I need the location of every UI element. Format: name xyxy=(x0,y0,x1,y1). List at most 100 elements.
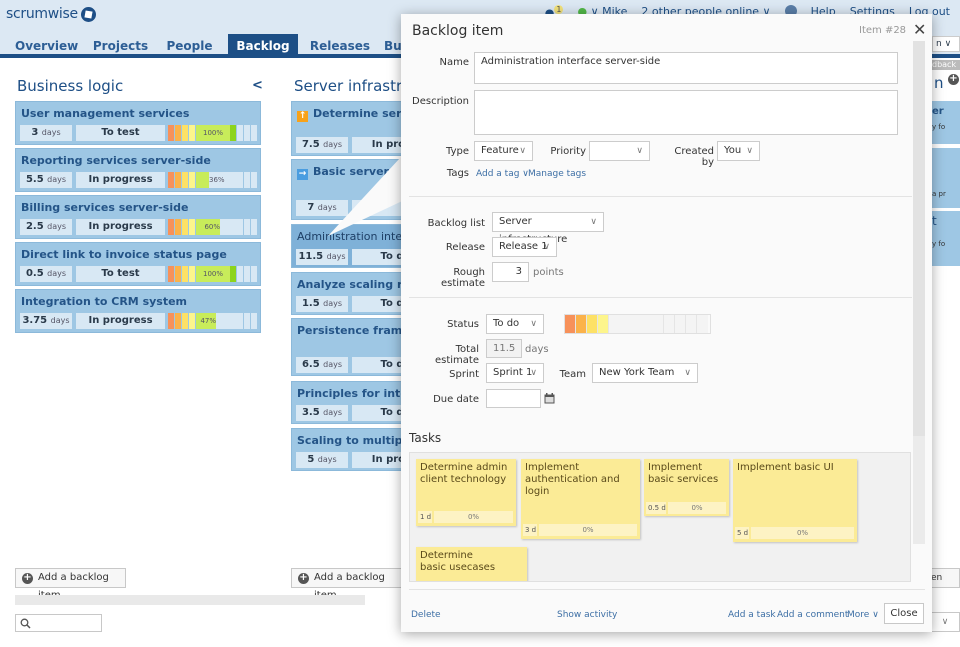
backlog-item[interactable]: Scaling to multiple serv 5 days In prog xyxy=(291,428,411,471)
task-card[interactable]: Implement authentication and login 3 d 0… xyxy=(521,459,640,539)
due-date-label: Due date xyxy=(433,394,479,405)
item-estimate: 6.5 days xyxy=(296,357,348,373)
priority-select[interactable]: ∨ xyxy=(589,141,650,161)
collapse-icon[interactable]: < xyxy=(252,78,263,93)
backlog-item[interactable]: ↑ Determine server-si 7.5 days In prog xyxy=(291,101,411,156)
task-card[interactable]: Implement basic UI 5 d 0% xyxy=(733,459,857,542)
total-estimate-label: Total estimate xyxy=(434,344,479,366)
task-progress: 0% xyxy=(668,502,726,514)
team-label: Team xyxy=(559,369,586,380)
notifications[interactable]: ●1 xyxy=(545,5,564,20)
status-progress-bar xyxy=(564,314,711,334)
type-label: Type xyxy=(446,146,469,157)
task-title: Implement basic services xyxy=(648,462,719,485)
item-progress-bar: 47% xyxy=(168,313,258,329)
add-backlog-item-button-partial[interactable]: en xyxy=(930,568,960,588)
item-title: Administration interfac xyxy=(297,230,411,243)
app-name: scrumwise xyxy=(6,6,78,22)
backlog-list-select[interactable]: Server infrastructure∨ xyxy=(492,212,604,245)
task-card[interactable]: Determine basic usecases xyxy=(416,547,527,581)
backlog-item-dialog: Backlog item Item #28 ✕ Name Administrat… xyxy=(401,14,932,632)
item-title: Analyze scaling require xyxy=(297,278,410,291)
description-input[interactable] xyxy=(474,90,898,135)
backlog-list-title: n xyxy=(934,74,944,92)
backlog-item[interactable]: Persistence framework 6.5 days To d xyxy=(291,318,411,376)
rough-estimate-input[interactable]: 3 xyxy=(492,262,529,282)
backlog-item[interactable]: Billing services server-side 2.5 days In… xyxy=(15,195,261,239)
search-input[interactable] xyxy=(15,614,102,632)
backlog-item-partial[interactable]: er y fo xyxy=(932,101,960,144)
delete-link[interactable]: Delete xyxy=(411,610,441,620)
add-list-icon[interactable]: + xyxy=(948,73,959,85)
horizontal-scrollbar[interactable] xyxy=(15,595,365,605)
task-card[interactable]: Determine admin client technology 1 d 0% xyxy=(416,459,516,526)
release-select[interactable]: Release 1 ∨ xyxy=(492,237,557,257)
add-task-link[interactable]: Add a task xyxy=(728,610,776,620)
item-status: To d xyxy=(352,405,410,421)
backlog-item-selected[interactable]: Administration interfac 11.5 days To d xyxy=(291,224,411,268)
created-by-label: Created by xyxy=(674,146,714,168)
backlog-item[interactable]: Integration to CRM system 3.75 days In p… xyxy=(15,289,261,333)
close-button[interactable]: Close xyxy=(884,603,924,624)
tab-overview[interactable]: Overview xyxy=(15,39,79,53)
item-progress-bar: 60% xyxy=(168,219,258,235)
backlog-list-title[interactable]: Business logic xyxy=(17,77,124,95)
show-activity-link[interactable]: Show activity xyxy=(557,610,618,620)
due-date-input[interactable] xyxy=(486,389,541,408)
team-select[interactable]: New York Team ∨ xyxy=(592,363,698,383)
rough-estimate-label: Rough estimate xyxy=(440,267,485,289)
calendar-icon[interactable] xyxy=(544,393,555,404)
item-progress-bar: 100% xyxy=(168,266,258,282)
task-card[interactable]: Implement basic services 0.5 d 0% xyxy=(644,459,729,516)
status-label: Status xyxy=(447,319,479,330)
backlog-item[interactable]: Direct link to invoice status page 0.5 d… xyxy=(15,242,261,286)
backlog-item[interactable]: Analyze scaling require 1.5 days To d xyxy=(291,272,411,315)
tab-burndown[interactable]: Bu xyxy=(384,39,402,53)
add-backlog-item-button[interactable]: + Add a backlog item xyxy=(15,568,126,601)
sprint-select[interactable]: Sprint 1 ∨ xyxy=(486,363,544,383)
app-logo[interactable]: scrumwise xyxy=(6,6,96,22)
item-number: Item #28 xyxy=(859,25,907,36)
backlog-item-partial[interactable]: a pr xyxy=(932,148,960,208)
close-icon[interactable]: ✕ xyxy=(913,20,927,39)
vertical-scrollbar[interactable] xyxy=(913,41,925,544)
backlog-item[interactable]: Principles for integratio 3.5 days To d xyxy=(291,381,411,424)
tab-releases[interactable]: Releases xyxy=(309,39,371,53)
item-estimate: 11.5 days xyxy=(296,249,348,265)
add-tag-link[interactable]: Add a tag ∨ xyxy=(476,169,529,179)
divider xyxy=(409,196,912,197)
item-status: To test xyxy=(76,266,165,282)
scrollbar-thumb[interactable] xyxy=(913,41,925,436)
backlog-list-title[interactable]: Server infrastruc xyxy=(294,77,404,95)
more-menu[interactable]: More ∨ xyxy=(847,610,879,620)
type-select[interactable]: Feature ∨ xyxy=(474,141,533,161)
divider xyxy=(409,589,925,590)
name-input[interactable]: Administration interface server-side xyxy=(474,52,898,84)
task-title: Determine basic usecases xyxy=(420,550,496,573)
manage-tags-link[interactable]: Manage tags xyxy=(528,169,587,179)
tab-projects[interactable]: Projects xyxy=(92,39,149,53)
item-estimate: 0.5 days xyxy=(20,266,72,282)
filter-dropdown[interactable]: n ∨ xyxy=(932,36,960,52)
backlog-item[interactable]: Reporting services server-side 5.5 days … xyxy=(15,148,261,192)
tasks-board: Determine admin client technology 1 d 0%… xyxy=(409,452,911,582)
chevron-down-icon: ∨ xyxy=(684,368,691,378)
backlog-item[interactable]: User management services 3 days To test … xyxy=(15,101,261,145)
add-comment-link[interactable]: Add a comment xyxy=(777,610,849,620)
tab-people[interactable]: People xyxy=(166,39,213,53)
item-progress-bar: 100% xyxy=(168,125,258,141)
backlog-item-partial[interactable]: t y fo xyxy=(932,211,960,266)
add-backlog-item-button[interactable]: + Add a backlog item xyxy=(291,568,403,601)
created-by-select[interactable]: You ∨ xyxy=(717,141,760,161)
dropdown-partial[interactable]: ∨ xyxy=(930,612,960,632)
priority-label: Priority xyxy=(550,146,586,157)
task-progress: 0% xyxy=(751,527,854,539)
modal-pointer xyxy=(328,158,415,236)
task-progress: 0% xyxy=(434,511,513,523)
task-estimate: 5 d xyxy=(735,527,749,539)
rough-estimate-unit: points xyxy=(533,267,564,278)
task-title: Determine admin client technology xyxy=(420,462,508,485)
tab-backlog[interactable]: Backlog xyxy=(228,34,298,58)
feedback-tab[interactable]: dback xyxy=(932,60,960,70)
status-select[interactable]: To do ∨ xyxy=(486,314,544,334)
